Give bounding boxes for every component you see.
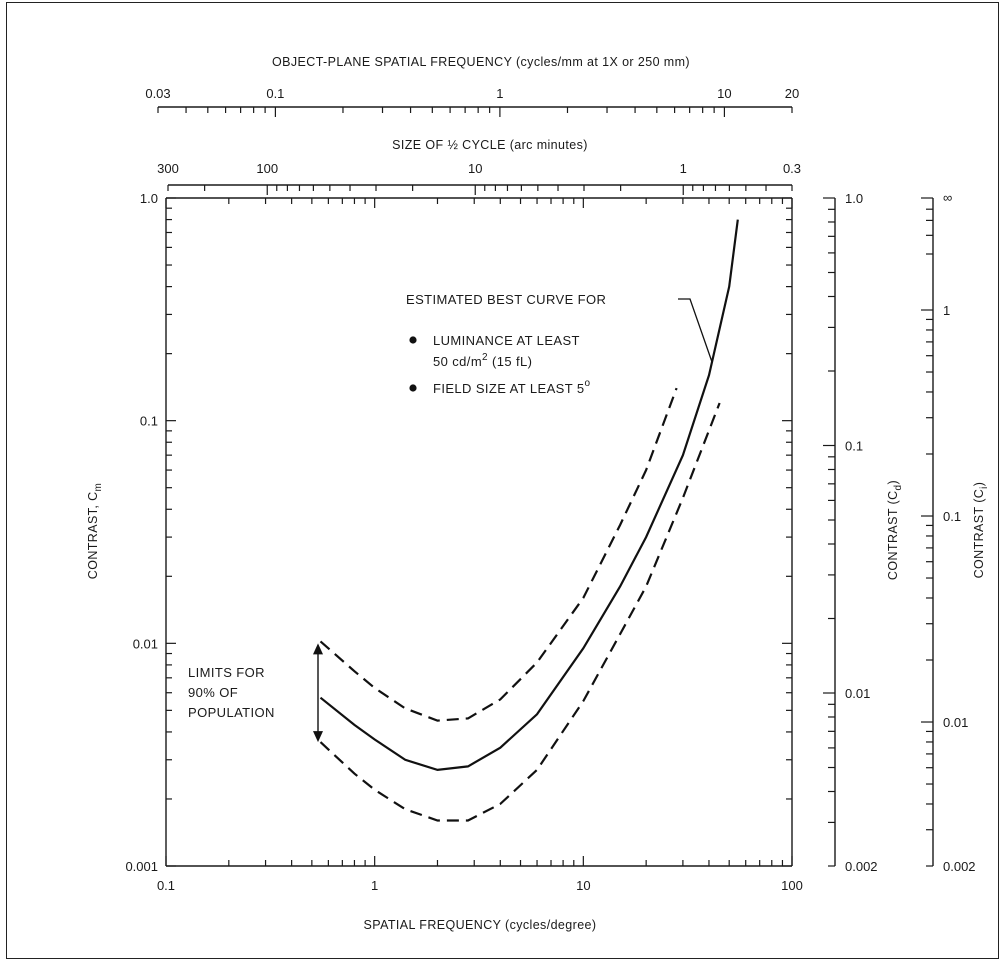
top-axis-2-tick-label: 1 — [680, 161, 687, 176]
limits-arrow-head-up — [313, 643, 323, 655]
right-axis-i-title-subscript: i — [979, 486, 990, 489]
bullet1-superscript: 2 — [482, 352, 488, 363]
right-axis-d-tick-label: 0.1 — [845, 439, 863, 454]
x-tick-label: 1 — [371, 878, 378, 893]
right-axis-i-tick-label: 0.002 — [943, 859, 976, 874]
top-axis-2-tick-label: 0.3 — [783, 161, 801, 176]
bullet-dot-1 — [409, 336, 417, 344]
limits-line2: 90% OF — [188, 685, 238, 700]
limits-annotation: LIMITS FOR 90% OF POPULATION — [188, 665, 275, 720]
top-axis-1-title: OBJECT-PLANE SPATIAL FREQUENCY (cycles/m… — [272, 55, 690, 69]
series-line-best — [319, 219, 739, 772]
bullet-dot-2 — [409, 384, 417, 392]
series-line-upper — [319, 387, 678, 722]
figure-frame — [6, 2, 999, 959]
bullet1-line1: LUMINANCE AT LEAST — [433, 333, 580, 348]
x-tick-label: 100 — [781, 878, 803, 893]
x-tick-label: 10 — [576, 878, 590, 893]
y-axis-title-subscript: m — [93, 483, 104, 492]
right-axis-d-tick-label: 1.0 — [845, 191, 863, 206]
y-axis-title: CONTRAST, Cm — [86, 483, 104, 579]
right-axis-d-title-subscript: d — [893, 485, 904, 491]
right-axis-d-tick-label: 0.002 — [845, 859, 878, 874]
y-tick-label: 0.01 — [133, 636, 158, 651]
right-axis-d-title: CONTRAST (Cd) — [886, 480, 904, 580]
bullet1-tail: (15 fL) — [492, 354, 532, 369]
top-axis-1-tick-label: 0.03 — [145, 86, 170, 101]
right-axis-d-tick-label: 0.01 — [845, 686, 870, 701]
x-axis-title: SPATIAL FREQUENCY (cycles/degree) — [364, 918, 597, 932]
top-axis-1-tick-label: 0.1 — [266, 86, 284, 101]
right-axis-i-tick-label: 1 — [943, 303, 950, 318]
best-curve-title: ESTIMATED BEST CURVE FOR — [406, 292, 606, 307]
right-axis-i-tick-label: 0.01 — [943, 715, 968, 730]
y-tick-label: 0.1 — [140, 414, 158, 429]
bullet1-line2: 50 cd/m2 (15 fL) — [433, 352, 532, 369]
limits-line1: LIMITS FOR — [188, 665, 265, 680]
series-line-lower — [319, 402, 721, 822]
y-tick-label: 1.0 — [140, 191, 158, 206]
best-curve-leader-line — [678, 298, 713, 363]
top-axis-2-tick-label: 100 — [256, 161, 278, 176]
top-axis-2-title: SIZE OF ½ CYCLE (arc minutes) — [392, 138, 588, 152]
bullet2-superscript: o — [584, 378, 590, 389]
best-curve-annotation: ESTIMATED BEST CURVE FOR LUMINANCE AT LE… — [406, 292, 606, 396]
top-axis-2-tick-label: 10 — [468, 161, 482, 176]
top-axis-1-tick-label: 10 — [717, 86, 731, 101]
right-axis-d-title-end: ) — [886, 480, 900, 485]
limits-line3: POPULATION — [188, 705, 275, 720]
y-tick-label: 0.001 — [125, 859, 158, 874]
top-axis-1-tick-label: 20 — [785, 86, 799, 101]
bullet2-text: FIELD SIZE AT LEAST 5o — [433, 378, 590, 396]
x-tick-label: 0.1 — [157, 878, 175, 893]
limits-arrow-head-down — [313, 731, 323, 743]
right-axis-i-title: CONTRAST (Ci) — [972, 482, 990, 579]
top-axis-1-tick-label: 1 — [496, 86, 503, 101]
right-axis-i-tick-label: ∞ — [943, 190, 952, 205]
top-axis-2-tick-label: 300 — [157, 161, 179, 176]
right-axis-i-tick-label: 0.1 — [943, 509, 961, 524]
right-axis-i-title-end: ) — [972, 482, 986, 487]
